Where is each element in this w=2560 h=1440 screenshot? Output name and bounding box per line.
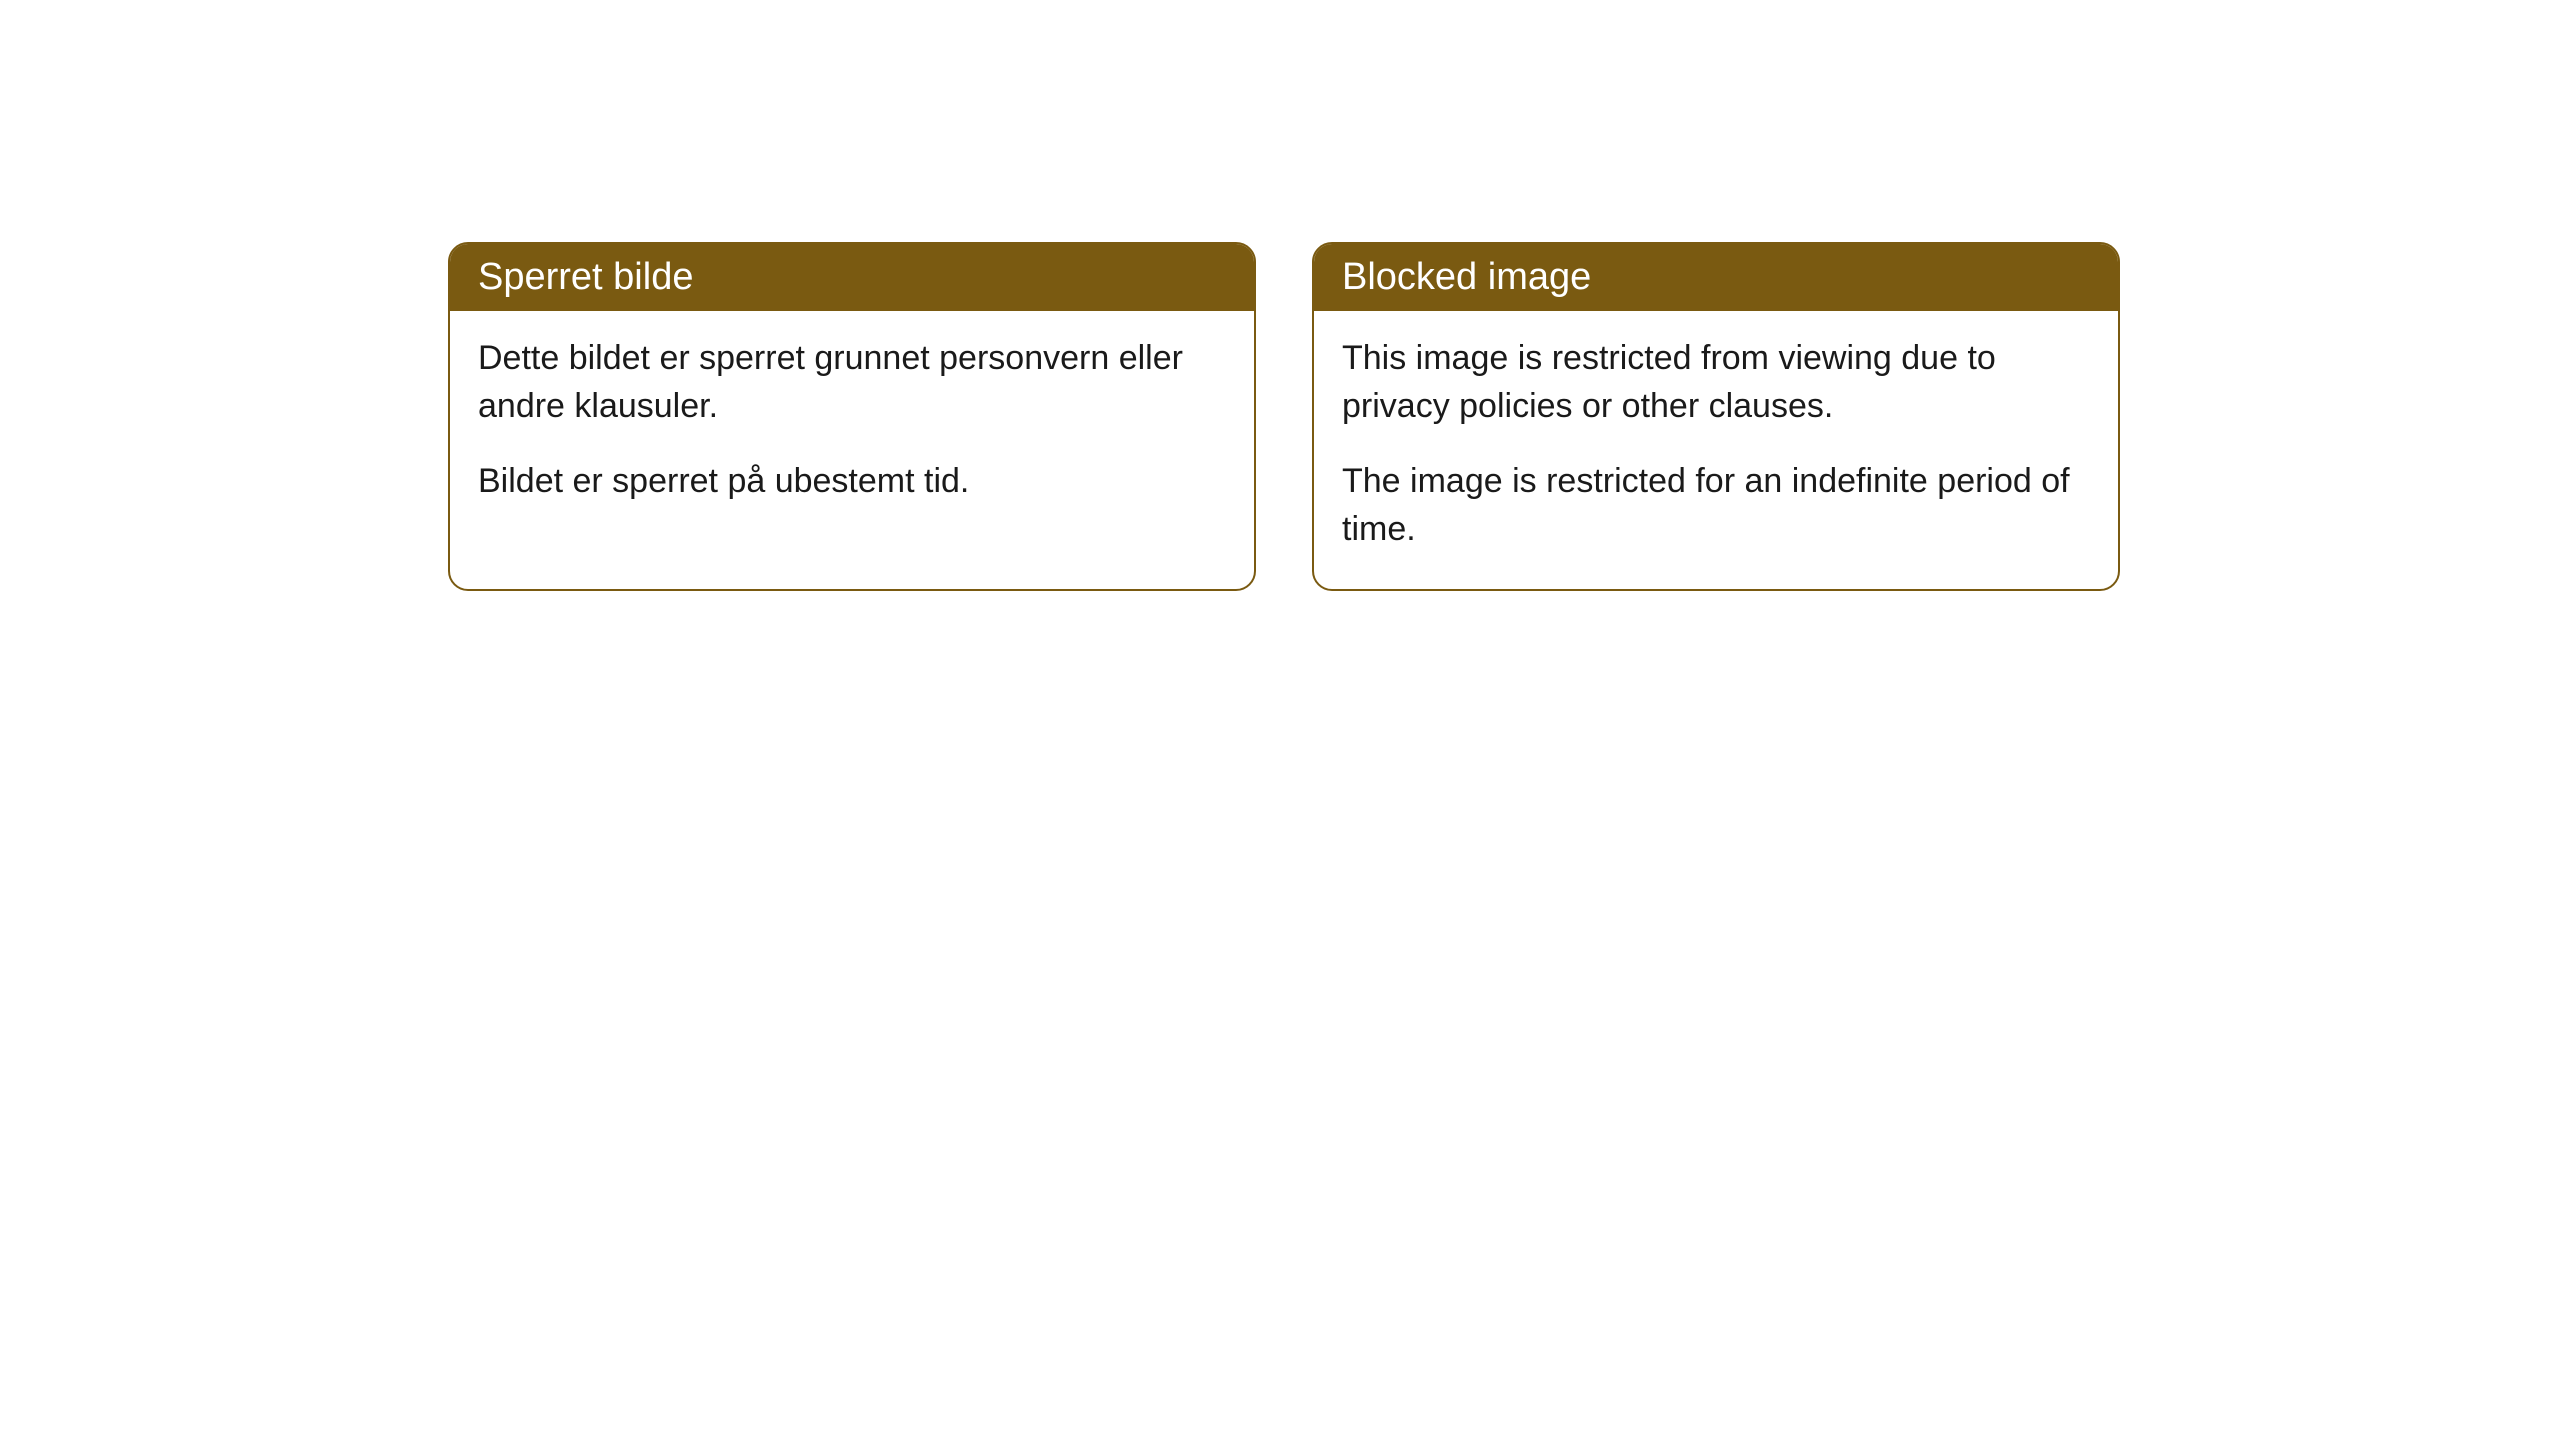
card-body: Dette bildet er sperret grunnet personve… [450,311,1254,542]
card-paragraph: Dette bildet er sperret grunnet personve… [478,335,1226,430]
card-paragraph: Bildet er sperret på ubestemt tid. [478,458,1226,506]
card-paragraph: This image is restricted from viewing du… [1342,335,2090,430]
notice-card-norwegian: Sperret bilde Dette bildet er sperret gr… [448,242,1256,591]
card-title: Sperret bilde [478,256,693,298]
card-header: Blocked image [1314,244,2118,311]
notice-cards-container: Sperret bilde Dette bildet er sperret gr… [0,0,2560,591]
card-body: This image is restricted from viewing du… [1314,311,2118,589]
card-header: Sperret bilde [450,244,1254,311]
card-paragraph: The image is restricted for an indefinit… [1342,458,2090,553]
card-title: Blocked image [1342,256,1591,298]
notice-card-english: Blocked image This image is restricted f… [1312,242,2120,591]
